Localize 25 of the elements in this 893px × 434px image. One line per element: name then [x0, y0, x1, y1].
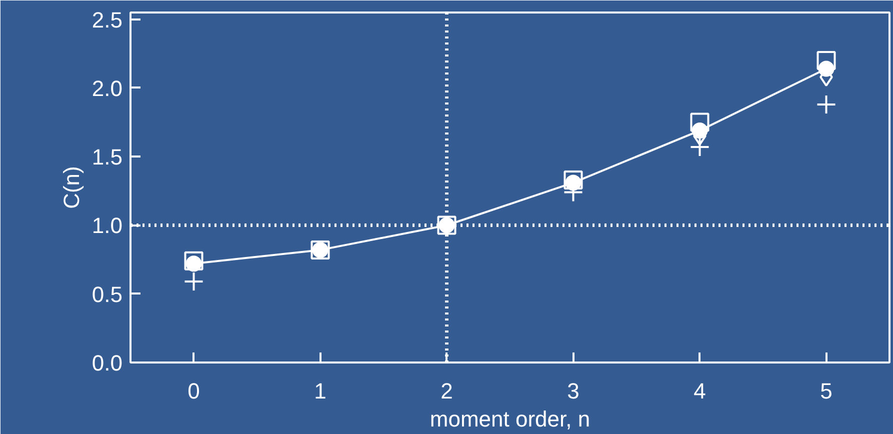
point	[565, 174, 582, 191]
point	[816, 51, 836, 70]
x-tick-label: 5	[820, 378, 832, 404]
y-axis-title: C(n)	[58, 166, 84, 209]
y-tick-label: 0.5	[92, 282, 123, 307]
x-tick-label: 3	[567, 378, 580, 404]
point	[818, 60, 834, 77]
y-tick-label: 1.5	[92, 144, 123, 170]
x-tick-label: 0	[188, 378, 200, 404]
x-tick-label: 4	[694, 378, 706, 404]
point	[184, 272, 204, 292]
point	[692, 122, 708, 139]
point	[186, 256, 202, 272]
point	[816, 94, 836, 114]
point	[690, 137, 710, 158]
y-tick-label: 2.5	[92, 7, 123, 32]
x-tick-label: 1	[314, 378, 326, 404]
point	[184, 251, 204, 270]
point	[690, 112, 710, 132]
y-tick-label: 2.0	[92, 76, 123, 101]
point	[564, 170, 583, 190]
x-tick-label: 2	[440, 378, 453, 404]
y-tick-label: 0.0	[92, 350, 123, 376]
y-tick-label: 1.0	[92, 213, 123, 238]
x-axis-title: moment order, n	[430, 406, 590, 432]
